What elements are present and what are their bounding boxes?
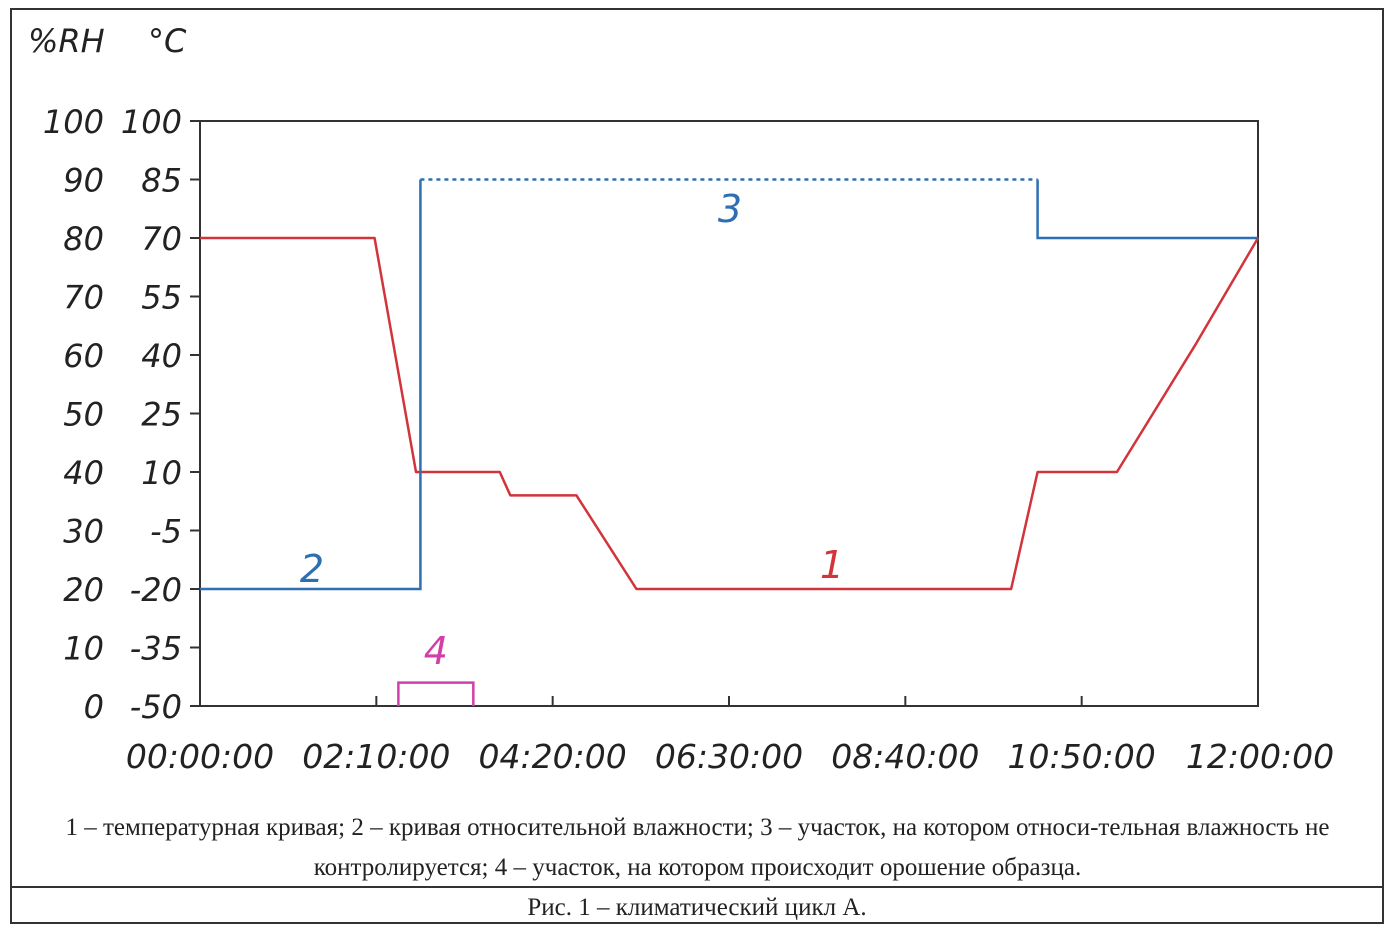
- y-tick-label-temp: 25: [141, 396, 182, 434]
- legend-text: 1 – температурная кривая; 2 – кривая отн…: [65, 814, 1330, 881]
- series-label-4: 4: [424, 629, 448, 673]
- y-tick-label-temp: -20: [130, 571, 182, 609]
- x-tick-label: 02:10:00: [302, 737, 450, 776]
- y-tick-label-rh: 40: [63, 454, 104, 492]
- uncontrolled-humidity-segment: [1036, 179, 1258, 240]
- y-tick-label-temp: -5: [150, 513, 182, 551]
- y-tick-label-rh: 80: [63, 220, 104, 258]
- x-tick-label: 00:00:00: [126, 737, 274, 776]
- x-tick-label: 10:50:00: [1008, 737, 1156, 776]
- y-tick-label-temp: 55: [141, 279, 182, 317]
- y-tick-label-rh: 20: [63, 571, 104, 609]
- figure-caption: Рис. 1 – климатический цикл А.: [527, 894, 867, 921]
- temperature-curve: [200, 236, 1260, 591]
- x-tick-label: 12:00:00: [1186, 737, 1334, 776]
- y-tick-label-temp: 10: [141, 454, 182, 492]
- caption-divider: [10, 886, 1384, 888]
- figure-frame: [10, 8, 1384, 924]
- spraying-bracket: [397, 681, 475, 706]
- y-tick-label-rh: 60: [63, 337, 104, 375]
- series-label-1: 1: [820, 543, 844, 587]
- series-label-2: 2: [300, 547, 324, 591]
- y-tick-label-temp: 100: [121, 103, 182, 141]
- y-tick-label-rh: 0: [84, 688, 104, 726]
- x-tick-label: 08:40:00: [831, 737, 979, 776]
- x-tick-label: 06:30:00: [655, 737, 803, 776]
- y-tick-label-temp: 40: [141, 337, 182, 375]
- y-tick-label-temp: -50: [130, 688, 182, 726]
- y-tick-label-rh: 100: [43, 103, 104, 141]
- y-tick-label-rh: 10: [63, 630, 104, 668]
- y-tick-label-temp: 85: [141, 162, 182, 200]
- humidity-curve: [200, 472, 422, 591]
- series-label-3: 3: [718, 187, 742, 231]
- y-tick-label-rh: 90: [63, 162, 104, 200]
- rh-unit-label: %RH: [28, 22, 105, 60]
- y-tick-label-rh: 50: [63, 396, 104, 434]
- temp-unit-label: °C: [148, 22, 187, 60]
- y-tick-label-temp: 70: [141, 220, 182, 258]
- y-tick-label-temp: -35: [130, 630, 182, 668]
- x-tick-label: 04:20:00: [479, 737, 627, 776]
- y-tick-label-rh: 70: [63, 279, 104, 317]
- y-tick-label-rh: 30: [63, 513, 104, 551]
